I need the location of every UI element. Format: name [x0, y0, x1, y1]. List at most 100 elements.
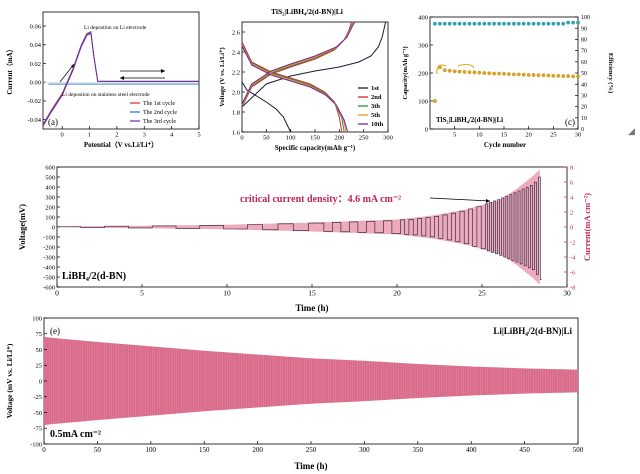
panel-e-xtick-label: 400 — [466, 446, 477, 454]
panel-c-right-ytick-label: 70 — [581, 49, 587, 55]
panel-c-arrow-capacity — [436, 64, 447, 75]
panel-e-xtick-label: 450 — [519, 446, 530, 454]
panel-c-point-capacity — [531, 73, 536, 77]
panel-c-point-efficiency — [516, 21, 521, 26]
panel-c-ytick-label: 300 — [418, 42, 428, 49]
panel-a-annotation-ss: Li depostion on stainless steel electrod… — [62, 92, 150, 98]
panel-c-arrow-efficiency — [457, 63, 475, 69]
panel-a: 0 1 2 3 4 5 -0.04 -0.02 0.00 0.02 0.04 0.06 Li depo… — [6, 11, 201, 149]
panel-d-series — [57, 169, 542, 285]
panel-b-xtick-label: 100 — [286, 135, 296, 142]
panel-e-ytick-label: -25 — [33, 394, 42, 401]
panel-e-xtick-label: 250 — [306, 446, 317, 454]
corner-mark-icon: ◢ — [628, 126, 635, 136]
panel-c-point-capacity — [546, 73, 551, 78]
panel-c-point-capacity — [462, 70, 467, 74]
panel-a-arrow-up — [59, 63, 75, 83]
panel-b-legend: 1st 2nd 3th 5th 10th — [358, 85, 384, 128]
panel-c-point-efficiency — [502, 21, 506, 26]
panel-d-ytick-label: 600 — [45, 164, 55, 171]
panel-e-xtick-label: 100 — [146, 446, 157, 454]
panel-b-ytick-label: 1.8 — [232, 109, 240, 116]
panel-d-ylabel: Voltage(mV) — [17, 204, 27, 250]
panel-b-charge-line — [241, 21, 354, 107]
panel-e-xlabel: Time (h) — [294, 461, 327, 471]
panel-e-xtick-label: 300 — [359, 446, 370, 454]
panel-c-point-capacity — [467, 70, 472, 75]
panel-d-ytick-label: -400 — [43, 264, 55, 271]
legend-label-10th: 10th — [371, 121, 384, 128]
panel-a-frame — [42, 11, 200, 130]
panel-d-current-area — [57, 169, 540, 285]
panel-c-point-efficiency — [492, 21, 496, 26]
legend-label-1st: 1st — [371, 85, 380, 92]
panel-d-ylabel-right: Current(mA cm⁻²) — [582, 193, 592, 261]
panel-c-right-ytick-label: 20 — [581, 105, 587, 111]
panel-c-point-capacity — [477, 70, 482, 75]
panel-a-xlabel: Potential（V vs.Li/Li⁺） — [84, 141, 158, 149]
panel-b-xtick-label: 0 — [240, 135, 243, 142]
panel-c-xtick-label: 10 — [476, 132, 483, 139]
panel-c-point-efficiency — [433, 21, 437, 26]
panel-c-right-ytick-label: 100 — [581, 15, 590, 21]
panel-b-ytick-label: 2.2 — [232, 69, 240, 76]
panel-d-xtick-label: 20 — [393, 289, 401, 298]
panel-c-point-capacity — [507, 72, 511, 76]
panel-a-ytick-label: 0.06 — [30, 23, 42, 30]
panel-c-xtick-label: 5 — [453, 132, 456, 139]
panel-e-xtick-label: 150 — [199, 446, 210, 454]
panel-d-ytick-label: -200 — [43, 244, 55, 251]
panel-b-ylabel: Voltage (V vs. Li/Li⁺) — [219, 47, 226, 106]
panel-a-xtick-label: 3 — [143, 132, 146, 139]
panel-c-point-efficiency — [551, 21, 556, 26]
panel-c-point-capacity — [442, 68, 447, 73]
panel-b-discharge-line — [241, 41, 343, 133]
panel-c-point-efficiency — [477, 21, 482, 26]
panel-c-point-efficiency — [561, 21, 566, 26]
panel-a-xtick-label: 1 — [88, 132, 91, 139]
panel-b-ytick-label: 1.6 — [232, 129, 241, 136]
panel-d-ytick-label: 400 — [45, 184, 55, 191]
panel-c-point-capacity — [566, 74, 570, 78]
panel-b-discharge-line — [241, 44, 347, 133]
legend-label-5th: 5th — [371, 112, 380, 119]
panel-c-point-capacity — [457, 69, 462, 74]
panel-d-right-ytick-label: 2 — [570, 209, 573, 216]
panel-c-xtick-label: 20 — [525, 132, 532, 139]
panel-c-point-efficiency — [462, 21, 467, 26]
panel-e-ytick-label: 25 — [36, 363, 43, 370]
panel-e-letter: (e) — [50, 326, 60, 336]
panel-a-xtick-label: 5 — [197, 132, 200, 139]
legend-label-1st: The 1st cycle — [143, 101, 175, 107]
panel-a-ytick-label: 0.02 — [30, 61, 41, 68]
panel-c-point-capacity — [516, 72, 521, 77]
panel-e-ytick-label: 0 — [39, 378, 42, 385]
panel-c-point-efficiency — [556, 21, 561, 26]
panel-c-point-capacity — [556, 73, 561, 78]
legend-label-2nd: The 2nd cycle — [143, 110, 177, 116]
panel-c-right-ytick-label: 30 — [581, 94, 587, 100]
panel-a-arrowhead-left — [120, 76, 124, 80]
panel-c-point-efficiency — [472, 21, 477, 26]
panel-e-xtick-label: 350 — [413, 446, 424, 454]
panel-e-voltage-area — [44, 336, 578, 426]
panel-c-point-capacity — [576, 74, 580, 79]
legend-label-3th: 3th — [371, 103, 380, 110]
panel-a-xtick-label: 0 — [61, 132, 64, 139]
panel-d-ticks: 0 5 10 15 20 25 30-600-500-400-300-200-1000100… — [43, 164, 576, 297]
panel-e-label: Li|LiBH₄/2(d-BN)|Li — [493, 326, 572, 336]
panel-c-point-capacity — [492, 71, 496, 76]
panel-e-current-label: 0.5mA cm⁻² — [50, 429, 101, 440]
panel-d-right-ytick-label: 0 — [570, 224, 573, 231]
panel-a-arrowhead-up — [71, 64, 74, 68]
panel-c-point-capacity — [526, 73, 531, 77]
panel-e-xtick-label: 200 — [252, 446, 263, 454]
panel-c-point-capacity — [482, 71, 487, 75]
panel-c-point-efficiency — [536, 21, 541, 26]
panel-d-xtick-label: 0 — [55, 289, 59, 298]
panel-d-xtick-label: 25 — [478, 289, 486, 298]
panel-c-point-capacity — [447, 68, 452, 73]
panel-c-point-efficiency — [546, 21, 551, 26]
panel-c-xlabel: Cycle number — [484, 141, 526, 149]
panel-c-point-efficiency — [512, 21, 516, 26]
